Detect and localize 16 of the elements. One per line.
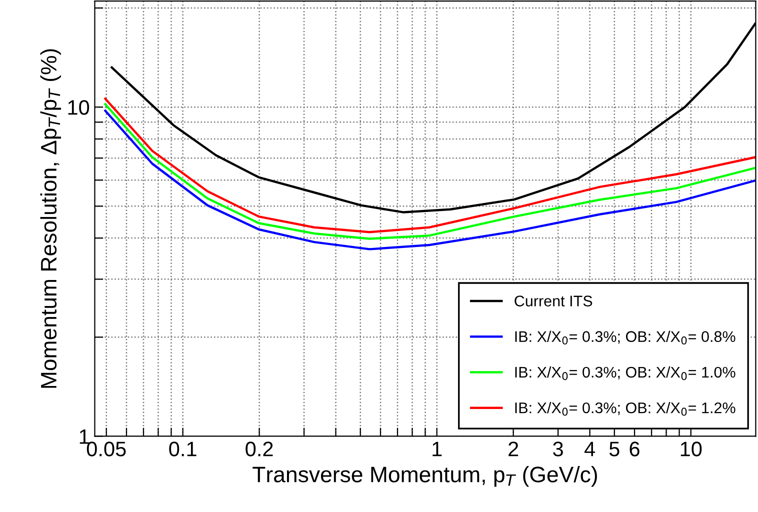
legend-label: IB: X/X$_{0}$= 0.3%; OB: X/X$_{0}$= 0.8% xyxy=(515,330,736,345)
x-tick-label: 2 xyxy=(508,442,518,456)
legend-label: IB: X/X$_{0}$= 0.3%; OB: X/X$_{0}$= 1.2% xyxy=(515,402,736,416)
x-tick-label: 0.2 xyxy=(246,442,273,456)
legend-label: Current ITS xyxy=(514,296,592,306)
x-tick-label: 10 xyxy=(680,442,702,456)
x-tick-label: 5 xyxy=(609,442,620,456)
y-axis-title: Momentum Resolution, Δp$_{T}$/p$_{T}$ (%) xyxy=(40,49,61,388)
x-tick-label: 1 xyxy=(432,442,442,456)
x-tick-label: 4 xyxy=(584,442,595,456)
x-tick-label: 3 xyxy=(553,442,563,456)
legend-label: IB: X/X$_{0}$= 0.3%; OB: X/X$_{0}$= 1.0% xyxy=(515,366,736,380)
x-tick-label: 0.05 xyxy=(86,442,126,456)
x-tick-label: 0.1 xyxy=(169,442,196,456)
x-axis-title: Transverse Momentum, p$_{T}$ (GeV/c) xyxy=(252,466,597,487)
x-tick-label: 6 xyxy=(630,442,640,456)
